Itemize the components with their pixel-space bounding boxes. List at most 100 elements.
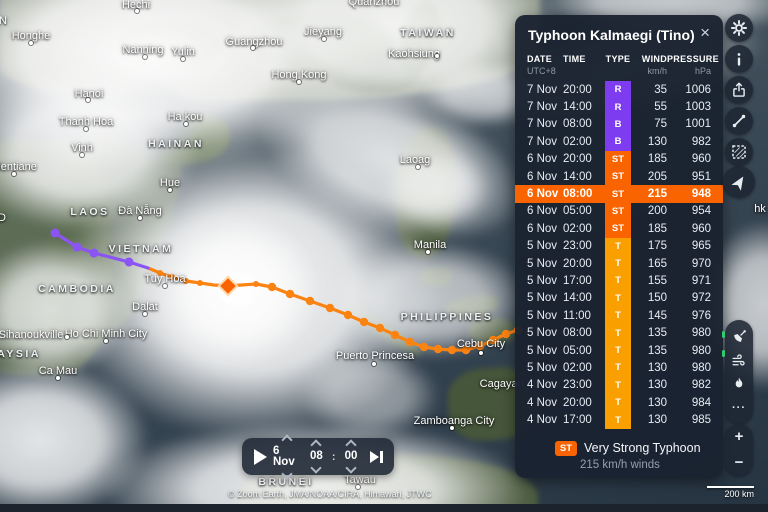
table-row[interactable]: 5 Nov 14:00 T 150 972 — [515, 289, 723, 308]
chevron-down-icon[interactable] — [310, 462, 323, 474]
location-arrow-icon — [730, 175, 743, 191]
current-position-marker[interactable] — [217, 275, 239, 297]
past-track-point[interactable] — [183, 278, 189, 284]
cell-date: 5 Nov — [527, 344, 558, 357]
table-row[interactable]: 4 Nov 23:00 T 130 982 — [515, 376, 723, 395]
past-track-point[interactable] — [267, 282, 277, 292]
past-track-point[interactable] — [461, 345, 471, 355]
pressure-unit-label: hPa — [694, 66, 711, 76]
more-icon: ··· — [732, 402, 746, 414]
cell-time: 05:00 — [563, 344, 592, 357]
chevron-up-icon[interactable] — [281, 433, 294, 446]
table-row[interactable]: 6 Nov 05:00 ST 200 954 — [515, 202, 723, 221]
table-row[interactable]: 6 Nov 14:00 ST 205 951 — [515, 167, 723, 186]
past-track-point[interactable] — [501, 329, 511, 339]
forecast-track-point[interactable] — [72, 242, 82, 252]
table-row[interactable]: 5 Nov 11:00 T 145 976 — [515, 307, 723, 325]
past-track-point[interactable] — [433, 344, 443, 354]
table-row[interactable]: 6 Nov 08:00 ST 215 948 — [515, 185, 723, 203]
table-row[interactable]: 5 Nov 20:00 T 165 970 — [515, 254, 723, 273]
locate-button[interactable] — [723, 166, 755, 198]
measure-button[interactable] — [725, 107, 753, 135]
settings-button[interactable] — [725, 14, 753, 42]
past-track-point[interactable] — [285, 289, 295, 299]
cell-type: ST — [605, 202, 631, 221]
storm-table-body: 7 Nov 20:00 R 35 1006 7 Nov 14:00 R 55 1003 7 Nov 0… — [515, 81, 723, 429]
table-row[interactable]: 6 Nov 20:00 ST 185 960 — [515, 150, 723, 168]
zoom-in-button[interactable]: + — [734, 428, 744, 445]
table-row[interactable]: 7 Nov 20:00 R 35 1006 — [515, 81, 723, 99]
cell-wind: 165 — [647, 257, 667, 270]
skip-triangle-icon — [370, 450, 380, 463]
cloud — [0, 240, 130, 380]
past-track-point[interactable] — [447, 345, 457, 355]
chevron-up-icon[interactable] — [310, 439, 323, 451]
past-track-point[interactable] — [488, 335, 498, 345]
chevron-up-icon[interactable] — [345, 439, 357, 451]
past-track-point[interactable] — [197, 280, 203, 286]
cell-press: 984 — [691, 396, 711, 409]
table-row[interactable]: 5 Nov 02:00 T 130 980 — [515, 359, 723, 377]
past-track-point[interactable] — [169, 274, 175, 280]
share-button[interactable] — [725, 76, 753, 104]
table-row[interactable]: 5 Nov 23:00 T 175 965 — [515, 237, 723, 255]
close-icon[interactable]: × — [700, 23, 710, 42]
storm-type-badge: B — [605, 115, 631, 134]
cell-date: 7 Nov — [527, 83, 558, 96]
chevron-down-icon[interactable] — [281, 467, 294, 480]
cell-wind: 175 — [647, 240, 667, 253]
table-row[interactable]: 4 Nov 20:00 T 130 984 — [515, 394, 723, 412]
fire-icon — [735, 377, 743, 388]
cell-press: 1006 — [685, 83, 711, 96]
scale-label: 200 km — [724, 489, 754, 499]
cell-wind: 130 — [647, 361, 667, 374]
table-row[interactable]: 5 Nov 08:00 T 135 980 — [515, 324, 723, 342]
cell-wind: 150 — [647, 292, 667, 305]
wind-layer-button[interactable] — [727, 349, 751, 371]
zoom-control: + − — [725, 424, 753, 476]
column-header-date: DATE — [527, 53, 553, 64]
past-track-point[interactable] — [405, 337, 415, 347]
cell-wind: 130 — [647, 135, 667, 148]
past-track-point[interactable] — [253, 281, 259, 287]
cell-date: 4 Nov — [527, 396, 558, 409]
info-button[interactable] — [725, 45, 753, 73]
table-row[interactable]: 5 Nov 05:00 T 135 980 — [515, 341, 723, 360]
table-row[interactable]: 4 Nov 17:00 T 130 985 — [515, 411, 723, 429]
past-track-point[interactable] — [375, 323, 385, 333]
chevron-down-icon[interactable] — [345, 462, 357, 474]
past-track-point[interactable] — [305, 296, 315, 306]
forecast-track-point[interactable] — [89, 248, 99, 258]
past-track-point[interactable] — [419, 342, 429, 352]
storm-type-badge: T — [605, 272, 631, 290]
past-track-point[interactable] — [157, 270, 163, 276]
skip-to-latest-button[interactable] — [370, 450, 383, 463]
forecast-track-point[interactable] — [124, 257, 134, 267]
past-track-point[interactable] — [475, 341, 485, 351]
cell-time: 20:00 — [563, 83, 592, 96]
cell-type: R — [605, 98, 631, 116]
table-row[interactable]: 6 Nov 02:00 ST 185 960 — [515, 220, 723, 238]
play-icon[interactable] — [254, 448, 267, 465]
layers-toolbar: ··· — [725, 320, 753, 424]
past-track-point[interactable] — [390, 330, 400, 340]
area-select-button[interactable] — [725, 138, 753, 166]
past-track-point[interactable] — [343, 310, 353, 320]
cell-time: 17:00 — [563, 414, 592, 427]
forecast-track-point[interactable] — [50, 228, 60, 238]
fires-layer-button[interactable] — [727, 373, 751, 395]
table-row[interactable]: 7 Nov 02:00 B 130 982 — [515, 133, 723, 151]
time-colon: : — [331, 450, 336, 463]
cell-time: 20:00 — [563, 153, 592, 166]
more-layers-button[interactable]: ··· — [727, 397, 751, 419]
satellite-layer-button[interactable] — [727, 325, 751, 347]
storm-type-badge: T — [605, 376, 631, 395]
table-row[interactable]: 7 Nov 08:00 B 75 1001 — [515, 115, 723, 134]
table-row[interactable]: 7 Nov 14:00 R 55 1003 — [515, 98, 723, 116]
past-track-point[interactable] — [359, 317, 369, 327]
zoom-out-button[interactable]: − — [734, 454, 744, 471]
past-track-point[interactable] — [325, 303, 335, 313]
storm-type-badge: T — [605, 394, 631, 412]
table-row[interactable]: 5 Nov 17:00 T 155 971 — [515, 272, 723, 290]
